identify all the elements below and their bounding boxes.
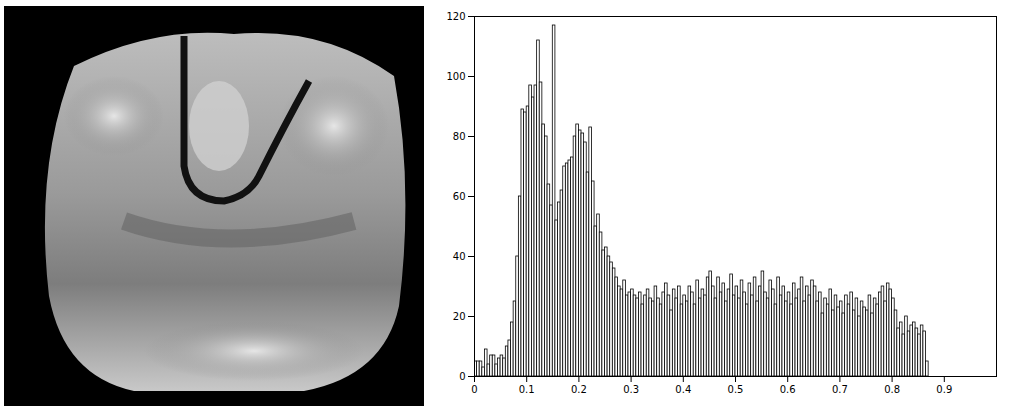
svg-text:120: 120	[446, 11, 465, 22]
svg-text:0.4: 0.4	[675, 384, 691, 395]
svg-text:0.3: 0.3	[623, 384, 639, 395]
svg-text:0.8: 0.8	[884, 384, 900, 395]
svg-text:0.2: 0.2	[571, 384, 587, 395]
svg-text:0.6: 0.6	[780, 384, 796, 395]
svg-text:60: 60	[453, 191, 466, 202]
svg-text:0.7: 0.7	[832, 384, 848, 395]
svg-text:100: 100	[446, 71, 465, 82]
svg-text:0.1: 0.1	[519, 384, 535, 395]
svg-text:0.9: 0.9	[936, 384, 952, 395]
svg-text:0: 0	[471, 384, 477, 395]
svg-text:40: 40	[453, 251, 466, 262]
svg-text:0: 0	[459, 371, 465, 382]
svg-text:20: 20	[453, 311, 466, 322]
svg-text:80: 80	[453, 131, 466, 142]
svg-text:0.5: 0.5	[728, 384, 744, 395]
